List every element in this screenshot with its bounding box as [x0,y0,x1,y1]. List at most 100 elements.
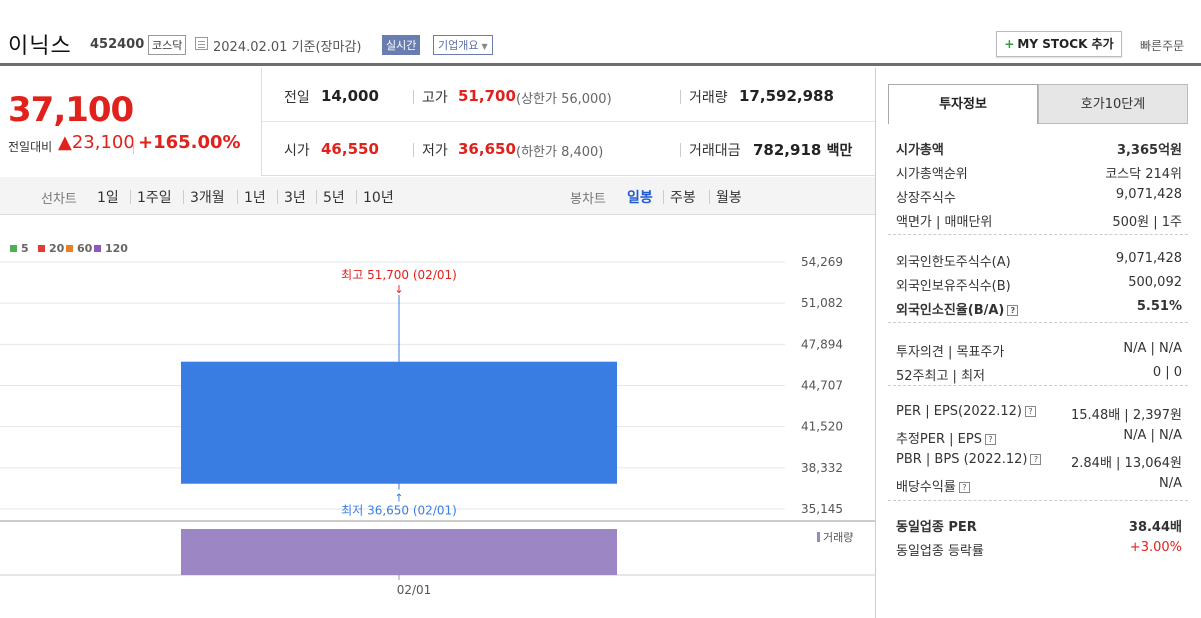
help-icon[interactable]: ? [1024,406,1036,417]
period-item-line[interactable]: 10년 [363,190,394,206]
section-divider [888,234,1188,235]
period-item-line[interactable]: 3개월 [190,190,225,206]
candle-chart-svg: 54,269 51,082 47,894 44,707 41,520 38,332 35,1… [0,255,875,597]
divider [413,143,414,157]
period-item-line[interactable]: 3년 [284,190,306,206]
lower-limit: (하한가 8,400) [516,145,604,160]
info-key: 투자의견 | 목표주가 [896,345,1005,360]
candle-chart-label: 봉차트 [570,192,606,207]
tab-order-book[interactable]: 호가10단계 [1038,84,1188,124]
section-divider [888,322,1188,323]
divider [680,143,681,157]
volume-legend-swatch [817,532,820,542]
realtime-button[interactable]: 실시간 [382,35,421,55]
info-key: 배당수익률? [896,476,970,495]
info-row: 투자의견 | 목표주가 N/A | N/A [896,338,1182,362]
period-item-line[interactable]: 5년 [323,190,345,206]
info-tabs: 투자정보 호가10단계 [888,84,1188,124]
info-value: 3,365억원 [1116,143,1182,158]
info-row: 52주최고 | 최저 0 | 0 [896,362,1182,386]
period-item-candle[interactable]: 일봉 [627,190,653,206]
info-row: 액면가 | 매매단위 500원 | 1주 [896,208,1182,232]
y-tick-label: 38,332 [801,461,843,475]
legend-swatch [66,245,73,252]
legend-label: 60 [77,242,93,255]
legend-swatch [38,245,45,252]
info-row: PBR | BPS (2022.12)? 2.84배 | 13,064원 [896,449,1182,473]
price-chart: 5 20 60 120 54,269 51,082 47,894 44,707 41,520 3… [0,216,875,618]
period-selector: 선차트 1일 1주일 3개월 1년 3년 5년 10년 봉차트 일봉 주봉 월봉 [0,177,875,215]
info-value: 500원 | 1주 [1112,215,1182,230]
volume-value: 17,592,988 [739,87,834,105]
calendar-icon [195,37,208,50]
legend-item: 5 [10,242,29,255]
info-value: N/A | N/A [1123,428,1182,443]
corp-info-label: 기업개요 [438,39,479,52]
info-row: 배당수익률? N/A [896,473,1182,497]
info-key: 외국인한도주식수(A) [896,255,1011,270]
mystock-label: MY STOCK 추가 [1017,37,1114,51]
legend-swatch [10,245,17,252]
prev-close-value: 14,000 [321,87,379,105]
info-key: 외국인보유주식수(B) [896,279,1011,294]
market-badge: 코스닥 [148,35,187,55]
mystock-add-button[interactable]: + MY STOCK 추가 [996,31,1122,57]
legend-item: 120 [94,242,128,255]
corp-info-dropdown[interactable]: 기업개요 ▼ [433,35,493,55]
divider [130,190,131,204]
period-item-line[interactable]: 1주일 [137,190,172,206]
info-key: 외국인소진율(B/A)? [896,299,1019,318]
period-item-line[interactable]: 1년 [244,190,266,206]
invest-info-panel: 투자정보 호가10단계 시가총액 3,365억원 시가총액순위 코스닥 214위 상장주… [875,68,1201,618]
amount-number: 782,918 [753,141,822,159]
row-divider [262,121,875,122]
high-label: 고가 [422,90,448,106]
stock-code: 452400 [90,37,145,52]
legend-label: 120 [105,242,128,255]
period-item-candle[interactable]: 주봉 [670,190,696,206]
info-row: 상장주식수 9,071,428 [896,184,1182,208]
info-value: N/A [1159,476,1182,491]
divider [663,190,664,204]
info-value: 9,071,428 [1115,187,1182,202]
section-divider [888,500,1188,501]
help-icon[interactable]: ? [1030,454,1042,465]
info-row: 추정PER | EPS? N/A | N/A [896,425,1182,449]
quick-order-label: 빠른주문 [1140,39,1185,53]
x-tick-label: 02/01 [397,583,432,597]
arrow-down-icon: ↓ [394,283,403,296]
y-tick-label: 41,520 [801,420,843,434]
help-icon[interactable]: ? [958,482,970,493]
divider [413,90,414,104]
help-icon[interactable]: ? [984,434,996,445]
current-price: 37,100 [8,90,134,130]
period-item-candle[interactable]: 월봉 [716,190,742,206]
volume-legend-label: 거래량 [823,531,853,544]
tab-invest-info[interactable]: 투자정보 [888,84,1038,124]
low-value: 36,650 [458,140,516,158]
low-annotation: 최저 36,650 (02/01) [341,504,457,518]
current-price-box: 37,100 전일대비 ▲23,100 +165.00% [0,68,262,176]
divider [316,190,317,204]
amount-value: 782,918 백만 [753,140,852,160]
section-divider [888,385,1188,386]
info-value: 2.84배 | 13,064원 [1071,456,1182,471]
divider [183,190,184,204]
high-annotation: 최고 51,700 (02/01) [341,268,457,282]
info-key: PBR | BPS (2022.12)? [896,452,1042,467]
divider [709,190,710,204]
help-icon[interactable]: ? [1007,305,1019,316]
info-key: 52주최고 | 최저 [896,369,985,384]
legend-swatch [94,245,101,252]
info-key: 추정PER | EPS? [896,428,996,447]
volume-label: 거래량 [689,90,728,106]
period-item-line[interactable]: 1일 [97,190,119,206]
quick-order-button[interactable]: 빠른주문 [1140,37,1184,54]
legend-item: 20 [38,242,64,255]
info-value: 9,071,428 [1115,251,1182,266]
info-key: 동일업종 PER [896,520,977,535]
info-value: 5.51% [1136,299,1182,314]
divider [277,190,278,204]
volume-bar [181,529,617,575]
y-tick-label: 54,269 [801,255,843,269]
